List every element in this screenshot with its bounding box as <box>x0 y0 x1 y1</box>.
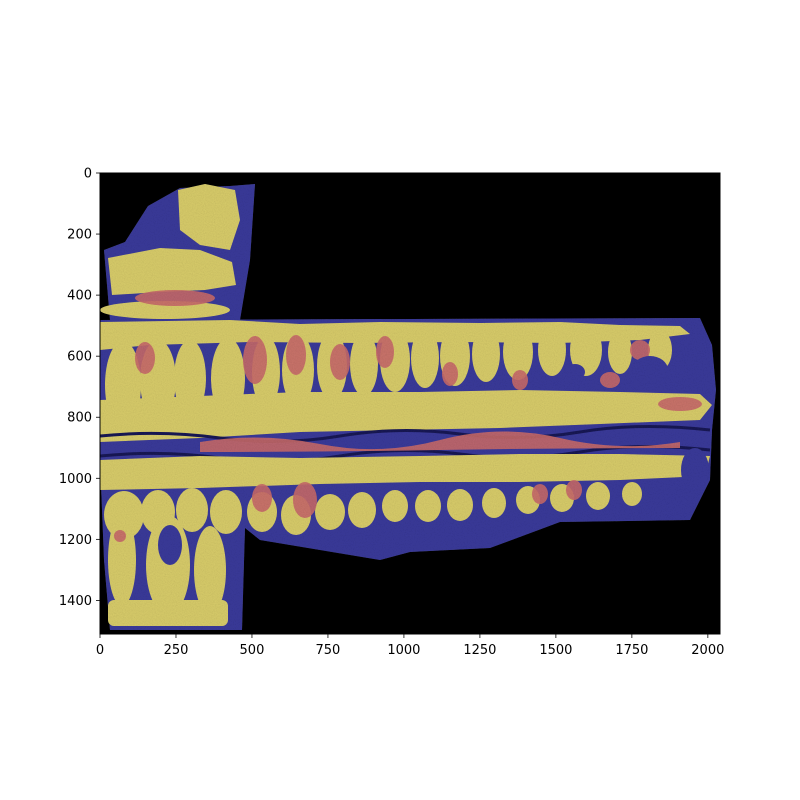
x-tick-label: 1500 <box>539 643 572 658</box>
x-tick-label: 500 <box>240 643 265 658</box>
x-tick-label: 1250 <box>463 643 496 658</box>
x-tick-label: 0 <box>96 643 104 658</box>
x-tick-label: 2000 <box>691 643 724 658</box>
y-tick-label: 1000 <box>59 472 92 487</box>
y-tick-label: 600 <box>67 350 92 365</box>
y-tick-label: 200 <box>67 228 92 243</box>
y-tick-label: 400 <box>67 289 92 304</box>
y-axis: 0 200 400 600 800 1000 1200 1400 <box>59 167 100 609</box>
x-axis: 0 250 500 750 1000 1250 1500 1750 2000 <box>96 634 724 658</box>
y-tick-label: 800 <box>67 411 92 426</box>
y-tick-label: 0 <box>84 167 92 182</box>
x-tick-label: 750 <box>316 643 341 658</box>
axes-frame <box>99 172 721 635</box>
y-tick-label: 1200 <box>59 533 92 548</box>
y-tick-label: 1400 <box>59 594 92 609</box>
tissue-segmentation-overlay <box>100 184 716 630</box>
x-tick-label: 1000 <box>387 643 420 658</box>
x-tick-label: 250 <box>164 643 189 658</box>
x-tick-label: 1750 <box>615 643 648 658</box>
